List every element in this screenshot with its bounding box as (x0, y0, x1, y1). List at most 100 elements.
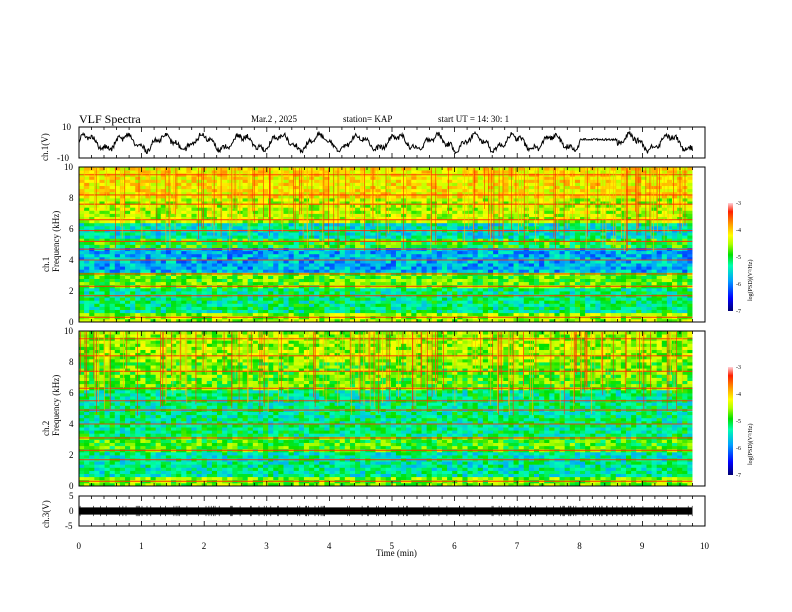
spectrogram-cell (196, 260, 203, 264)
spectrogram-cell (355, 188, 361, 193)
spectrogram-cell (375, 210, 382, 214)
spectrogram-cell (125, 300, 131, 304)
spectrogram-cell (395, 278, 402, 283)
spectrogram-cell (79, 269, 85, 273)
spectrogram-cell (493, 182, 499, 186)
spectrogram-cell (84, 210, 90, 214)
spectrogram-cell (273, 244, 279, 248)
spectrogram-cell (263, 256, 269, 261)
spectrogram-cell (493, 216, 499, 221)
spectrogram-cell (130, 201, 136, 205)
spectrogram-cell (431, 244, 438, 248)
spectrogram-cell (477, 201, 484, 205)
spectrogram-cell (365, 179, 371, 183)
spectrogram-cell (293, 260, 300, 264)
spectrogram-cell (447, 269, 453, 273)
spectrogram-cell (79, 256, 85, 261)
spectrogram-cell (467, 250, 474, 255)
spectrogram-cell (498, 238, 504, 242)
spectrogram-cell (84, 185, 90, 190)
spectrogram-cell (181, 309, 187, 314)
spectrogram-cell (298, 232, 305, 236)
spectrogram-cell (416, 312, 422, 317)
spectrogram-cell (94, 244, 100, 248)
spectrogram-cell (528, 232, 535, 236)
spectrogram-cell (288, 269, 295, 273)
spectrogram-cell (109, 306, 116, 310)
spectrogram-cell (125, 244, 131, 248)
spectrogram-cell (155, 198, 162, 202)
spectrogram-cell (360, 194, 366, 199)
spectrogram-cell (406, 256, 412, 261)
spectrogram-cell (211, 179, 218, 183)
spectrogram-cell (84, 238, 90, 242)
spectrogram-cell (140, 260, 146, 264)
spectrogram-cell (314, 232, 320, 236)
spectrogram-cell (559, 198, 566, 202)
spectrogram-cell (416, 263, 422, 267)
spectrogram-cell (503, 201, 509, 205)
spectrogram-cell (554, 253, 560, 258)
spectrogram-cell (293, 213, 300, 217)
spectrogram-cell (89, 287, 95, 292)
spectrogram-cell (324, 269, 330, 273)
spectrogram-cell (293, 235, 300, 239)
spectrogram-cell (564, 256, 571, 261)
spectrogram-cell (574, 250, 581, 255)
spectrogram-cell (268, 266, 274, 270)
spectrogram-cell (416, 170, 422, 174)
spectrogram-cell (416, 238, 422, 242)
spectrogram-cell (242, 256, 249, 261)
spectrogram-cell (421, 201, 428, 205)
spectrogram-cell (79, 179, 85, 183)
spectrogram-cell (278, 232, 284, 236)
spectrogram-cell (186, 222, 192, 227)
spectrogram-cell (263, 241, 269, 245)
spectrogram-cell (104, 250, 111, 255)
spectrogram-cell (119, 210, 126, 214)
spectrogram-cell (201, 260, 208, 264)
spectrogram-cell (487, 318, 494, 323)
spectrogram-cell (155, 216, 162, 221)
spectrogram-cell (119, 207, 126, 211)
spectrogram-cell (79, 167, 85, 171)
spectrogram-cell (518, 309, 525, 314)
spectrogram-cell (99, 185, 105, 190)
spectrogram-cell (569, 269, 576, 273)
spectrogram-cell (493, 250, 499, 255)
spectrogram-cell (467, 281, 474, 286)
spectrogram-cell (99, 188, 105, 193)
spectrogram-cell (436, 170, 443, 174)
spectrogram-cell (544, 179, 550, 183)
spectrogram-cell (395, 269, 402, 273)
spectrogram-cell (186, 309, 192, 314)
spectrogram-cell (150, 210, 157, 214)
spectrogram-cell (119, 281, 126, 286)
spectrogram-cell (380, 250, 387, 255)
spectrogram-cell (211, 210, 218, 214)
spectrogram-cell (513, 287, 520, 292)
spectrogram-cell (426, 170, 433, 174)
spectrogram-cell (145, 312, 151, 317)
spectrogram-cell (252, 253, 259, 258)
spectrogram-cell (339, 232, 346, 236)
spectrogram-cell (176, 238, 182, 242)
spectrogram-cell (472, 210, 479, 214)
spectrogram-cell (344, 213, 351, 217)
spectrogram-cell (385, 241, 392, 245)
spectrogram-cell (436, 260, 443, 264)
spectrogram-cell (283, 278, 289, 283)
spectrogram-cell (130, 222, 136, 227)
spectrogram-cell (482, 191, 489, 196)
spectrogram-cell (150, 260, 157, 264)
spectrogram-cell (150, 291, 157, 295)
station-label: station= KAP (343, 114, 392, 124)
spectrogram-cell (89, 263, 95, 267)
spectrogram-cell (390, 216, 397, 221)
spectrogram-cell (309, 318, 315, 323)
spectrogram-cell (84, 232, 90, 236)
spectrogram-cell (390, 318, 397, 323)
spectrogram-cell (125, 182, 131, 186)
spectrogram-cell (534, 188, 540, 193)
spectrogram-cell (416, 194, 422, 199)
